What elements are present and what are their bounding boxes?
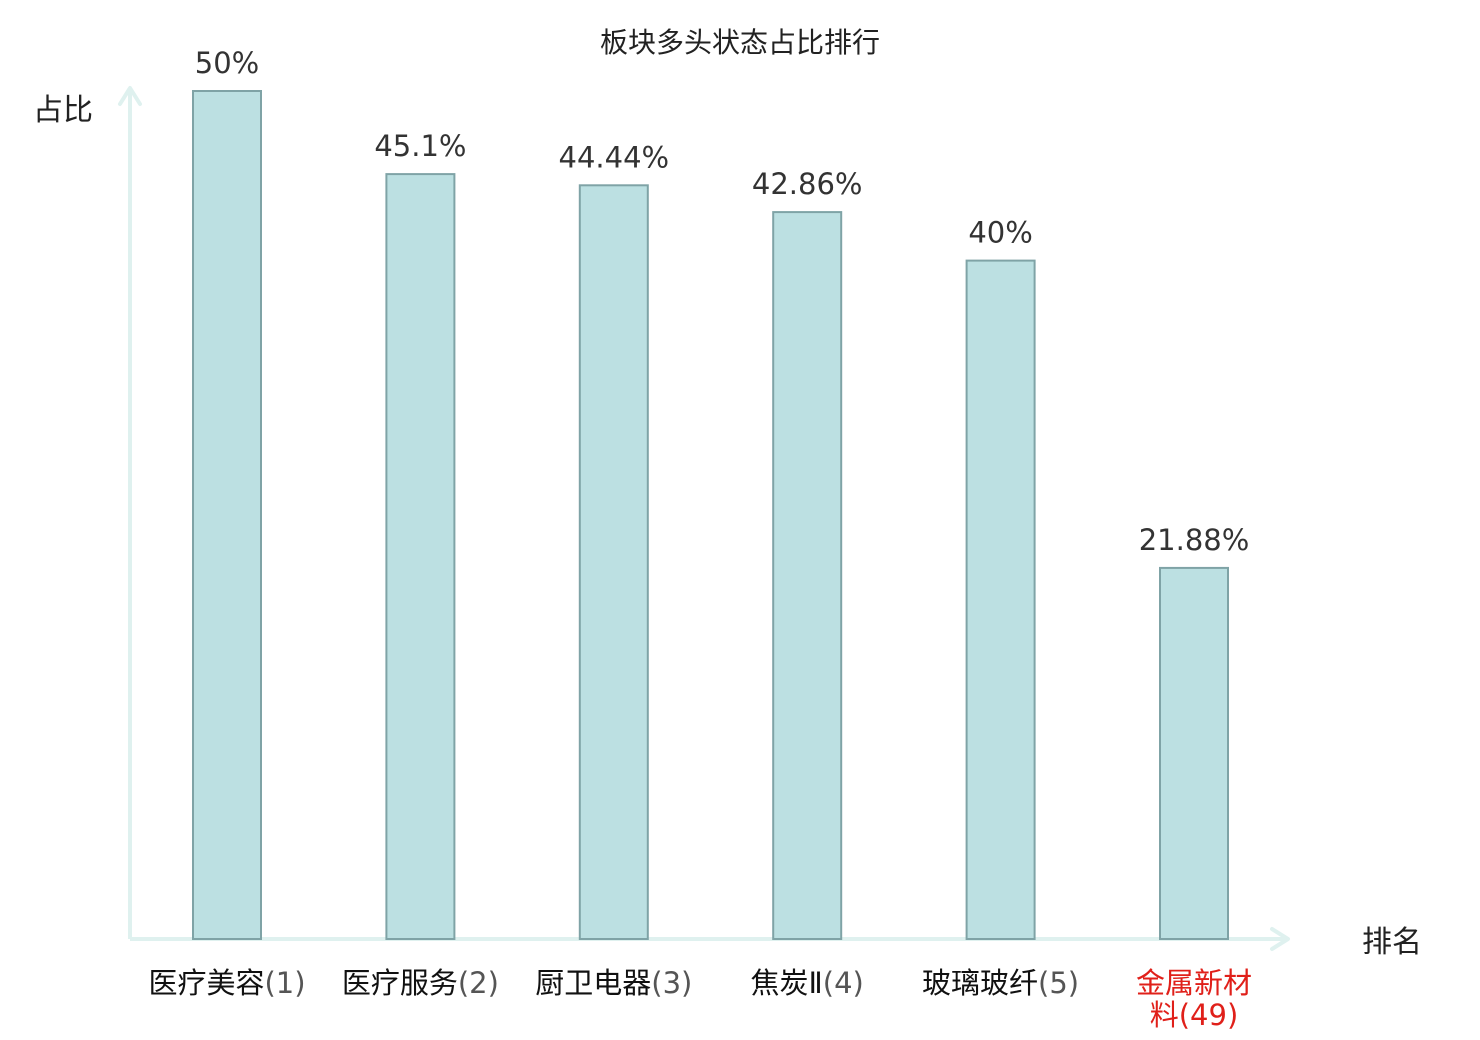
bar-value-label: 40%	[968, 216, 1032, 250]
y-axis-arrow	[118, 86, 142, 106]
category-tick-label: 厨卫电器(3)	[535, 966, 692, 1000]
bar-value-label: 50%	[195, 46, 259, 80]
y-axis-label: 占比	[33, 93, 93, 128]
category-labels: 医疗美容(1) 医疗服务(2) 厨卫电器(3) 焦炭Ⅱ(4) 玻璃玻纤(5) 金属新材料(…	[148, 966, 1252, 1032]
bar	[965, 259, 1036, 941]
bar	[772, 211, 843, 940]
chart-title: 板块多头状态占比排行	[600, 26, 880, 59]
bars	[192, 90, 1229, 941]
bar-value-label: 42.86%	[752, 167, 863, 201]
axes	[118, 86, 1290, 951]
bar	[578, 184, 649, 940]
x-axis-arrow	[1270, 927, 1290, 951]
category-tick-label: 医疗服务(2)	[342, 966, 499, 1000]
category-tick-label: 玻璃玻纤(5)	[922, 966, 1079, 1000]
category-tick-label: 焦炭Ⅱ(4)	[751, 966, 864, 1000]
x-axis-label: 排名	[1362, 925, 1422, 960]
bar	[385, 173, 456, 940]
bar-value-label: 44.44%	[559, 140, 670, 174]
value-labels: 50% 45.1% 44.44% 42.86% 40% 21.88%	[195, 46, 1250, 557]
bar	[192, 90, 262, 940]
bar-value-label: 21.88%	[1139, 523, 1250, 557]
bar-value-label: 45.1%	[374, 129, 466, 163]
bar	[1159, 566, 1229, 941]
category-tick-label: 料(49)	[1150, 998, 1239, 1032]
category-tick-label: 金属新材	[1136, 966, 1252, 1000]
category-tick-label: 医疗美容(1)	[148, 966, 305, 1000]
